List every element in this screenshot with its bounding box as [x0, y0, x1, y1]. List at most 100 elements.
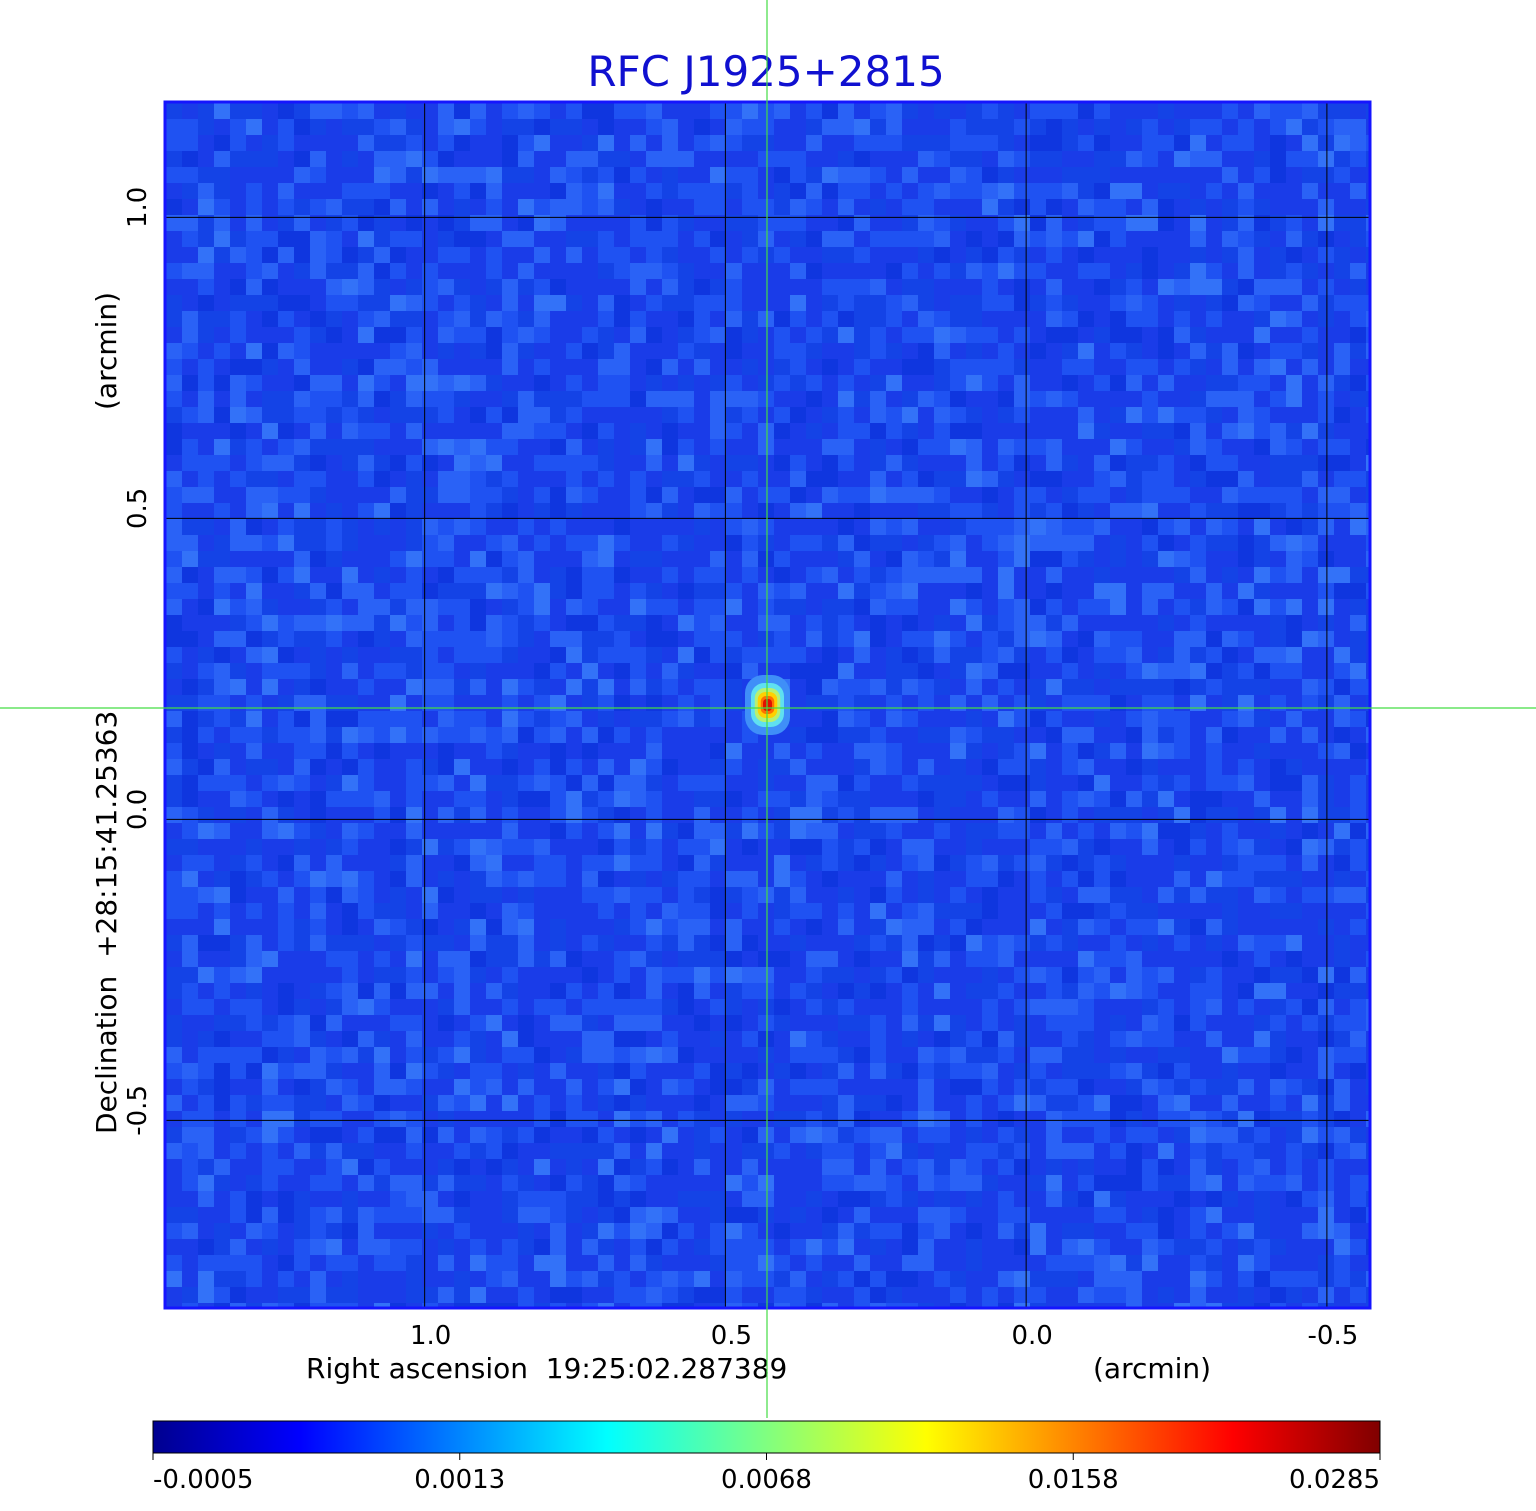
noise-pixel: [550, 135, 566, 151]
noise-pixel: [326, 951, 342, 967]
noise-pixel: [342, 935, 358, 951]
noise-pixel: [278, 1031, 294, 1047]
noise-pixel: [502, 199, 518, 215]
noise-pixel: [902, 743, 918, 759]
noise-pixel: [934, 663, 950, 679]
noise-pixel: [438, 183, 454, 199]
noise-pixel: [982, 647, 998, 663]
noise-pixel: [406, 311, 422, 327]
noise-pixel: [1366, 103, 1369, 119]
noise-pixel: [758, 135, 774, 151]
noise-pixel: [870, 679, 886, 695]
noise-pixel: [838, 1031, 854, 1047]
noise-pixel: [662, 631, 678, 647]
noise-pixel: [358, 1127, 374, 1143]
noise-pixel: [1174, 807, 1190, 823]
noise-pixel: [262, 679, 278, 695]
noise-pixel: [1366, 519, 1369, 535]
noise-pixel: [502, 727, 518, 743]
noise-pixel: [342, 1079, 358, 1095]
noise-pixel: [726, 647, 742, 663]
noise-pixel: [950, 807, 966, 823]
noise-pixel: [246, 647, 262, 663]
noise-pixel: [1014, 407, 1030, 423]
noise-pixel: [294, 407, 310, 423]
noise-pixel: [550, 599, 566, 615]
noise-pixel: [1126, 919, 1142, 935]
noise-pixel: [982, 503, 998, 519]
noise-pixel: [1142, 887, 1158, 903]
noise-pixel: [630, 135, 646, 151]
noise-pixel: [678, 407, 694, 423]
noise-pixel: [1174, 903, 1190, 919]
noise-pixel: [182, 1047, 198, 1063]
noise-pixel: [1190, 631, 1206, 647]
noise-pixel: [1190, 679, 1206, 695]
noise-pixel: [294, 311, 310, 327]
noise-pixel: [198, 551, 214, 567]
noise-pixel: [806, 407, 822, 423]
noise-pixel: [1046, 855, 1062, 871]
noise-pixel: [246, 615, 262, 631]
noise-pixel: [870, 1127, 886, 1143]
noise-pixel: [1238, 967, 1254, 983]
noise-pixel: [166, 231, 182, 247]
noise-pixel: [534, 711, 550, 727]
noise-pixel: [358, 967, 374, 983]
noise-pixel: [470, 151, 486, 167]
noise-pixel: [1254, 151, 1270, 167]
noise-pixel: [230, 359, 246, 375]
noise-pixel: [1174, 487, 1190, 503]
noise-pixel: [1062, 263, 1078, 279]
noise-pixel: [1110, 599, 1126, 615]
noise-pixel: [566, 935, 582, 951]
noise-pixel: [598, 1079, 614, 1095]
noise-pixel: [918, 759, 934, 775]
noise-pixel: [678, 999, 694, 1015]
noise-pixel: [1238, 743, 1254, 759]
noise-pixel: [982, 327, 998, 343]
noise-pixel: [342, 695, 358, 711]
noise-pixel: [630, 759, 646, 775]
noise-pixel: [1366, 903, 1369, 919]
noise-pixel: [1302, 375, 1318, 391]
noise-pixel: [838, 503, 854, 519]
noise-pixel: [950, 295, 966, 311]
noise-pixel: [1158, 887, 1174, 903]
noise-pixel: [486, 999, 502, 1015]
noise-pixel: [1142, 535, 1158, 551]
noise-pixel: [694, 263, 710, 279]
noise-pixel: [1046, 1031, 1062, 1047]
noise-pixel: [598, 839, 614, 855]
noise-pixel: [646, 487, 662, 503]
noise-pixel: [182, 679, 198, 695]
noise-pixel: [214, 663, 230, 679]
noise-pixel: [982, 903, 998, 919]
noise-pixel: [1238, 583, 1254, 599]
noise-pixel: [806, 823, 822, 839]
noise-pixel: [982, 359, 998, 375]
noise-pixel: [1110, 935, 1126, 951]
noise-pixel: [438, 903, 454, 919]
noise-pixel: [694, 1031, 710, 1047]
noise-pixel: [662, 167, 678, 183]
noise-pixel: [262, 807, 278, 823]
noise-pixel: [566, 567, 582, 583]
noise-pixel: [774, 807, 790, 823]
noise-pixel: [1046, 935, 1062, 951]
noise-pixel: [1302, 103, 1318, 119]
noise-pixel: [1206, 823, 1222, 839]
noise-pixel: [598, 311, 614, 327]
noise-pixel: [742, 439, 758, 455]
noise-pixel: [246, 567, 262, 583]
noise-pixel: [1238, 711, 1254, 727]
noise-pixel: [214, 791, 230, 807]
noise-pixel: [406, 967, 422, 983]
noise-pixel: [294, 1111, 310, 1127]
noise-pixel: [1014, 1111, 1030, 1127]
noise-pixel: [934, 583, 950, 599]
noise-pixel: [326, 439, 342, 455]
noise-pixel: [822, 199, 838, 215]
noise-pixel: [566, 791, 582, 807]
noise-pixel: [1254, 567, 1270, 583]
